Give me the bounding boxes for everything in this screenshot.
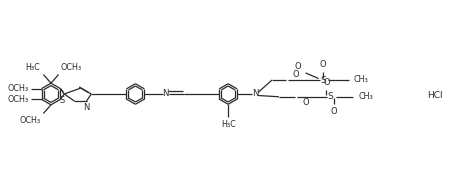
Text: S: S xyxy=(320,76,326,84)
Text: O: O xyxy=(320,60,326,69)
Text: OCH₃: OCH₃ xyxy=(20,116,41,125)
Text: N: N xyxy=(83,103,90,112)
Text: N: N xyxy=(253,89,259,99)
Text: O: O xyxy=(302,98,309,107)
Text: N: N xyxy=(162,89,169,98)
Text: O: O xyxy=(294,62,301,71)
Text: CH₃: CH₃ xyxy=(358,92,373,101)
Text: S: S xyxy=(60,96,65,105)
Text: H₃C: H₃C xyxy=(25,63,40,72)
Text: OCH₃: OCH₃ xyxy=(7,84,28,93)
Text: S: S xyxy=(327,92,333,101)
Text: OCH₃: OCH₃ xyxy=(7,95,28,104)
Text: O: O xyxy=(331,107,337,115)
Text: CH₃: CH₃ xyxy=(354,75,368,84)
Text: HCl: HCl xyxy=(427,91,442,100)
Text: H₃C: H₃C xyxy=(221,120,235,129)
Text: O: O xyxy=(293,70,299,79)
Text: OCH₃: OCH₃ xyxy=(61,63,82,72)
Text: O: O xyxy=(323,78,330,87)
